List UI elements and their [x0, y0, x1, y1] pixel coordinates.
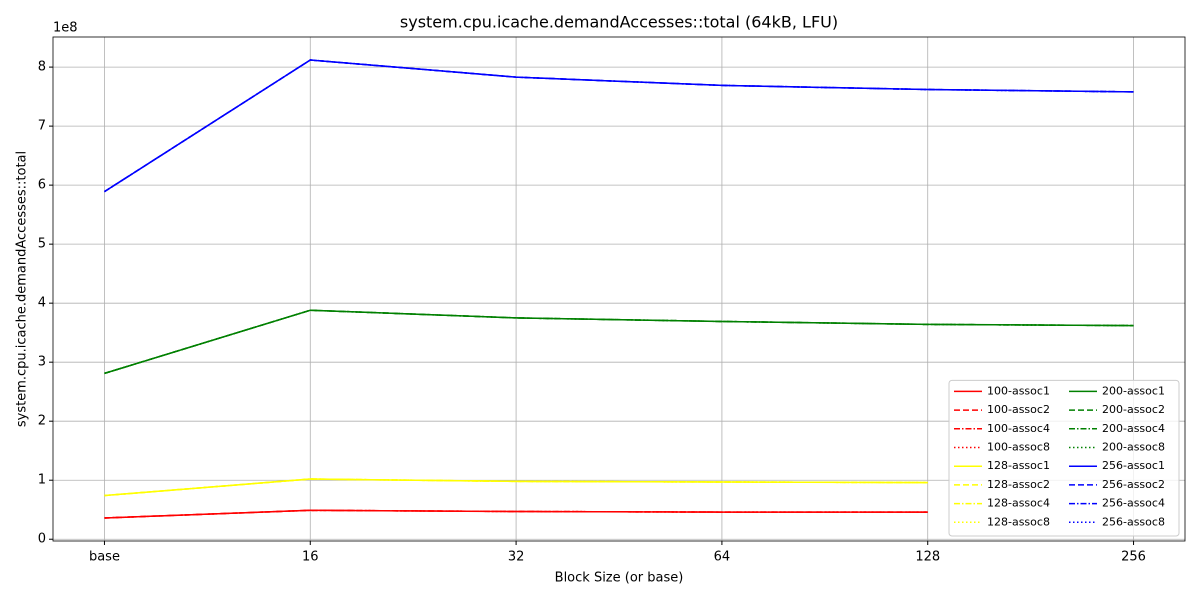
y-tick-label: 0	[38, 532, 46, 547]
legend-label: 100-assoc2	[987, 403, 1050, 416]
x-tick-label: 32	[508, 550, 525, 565]
legend-label: 100-assoc8	[987, 441, 1050, 454]
legend-label: 128-assoc1	[987, 459, 1050, 472]
y-axis-label: system.cpu.icache.demandAccesses::total	[15, 151, 30, 427]
y-tick-label: 5	[38, 237, 46, 252]
x-tick-label: 16	[302, 550, 319, 565]
legend-label: 200-assoc2	[1102, 403, 1165, 416]
series-line	[104, 59, 1134, 193]
x-tick-label: base	[89, 550, 120, 565]
y-tick-label: 6	[38, 178, 46, 193]
y-tick-label: 8	[38, 60, 46, 75]
series-line	[104, 478, 928, 497]
series-line	[104, 59, 1134, 193]
series-line	[104, 309, 1134, 375]
legend-label: 100-assoc4	[987, 422, 1050, 435]
y-tick-label: 7	[38, 119, 46, 134]
plot-frame	[52, 36, 1186, 542]
y-tick-label: 2	[38, 414, 46, 429]
legend-label: 256-assoc8	[1102, 515, 1165, 528]
legend-label: 200-assoc8	[1102, 441, 1165, 454]
legend-label: 128-assoc4	[987, 497, 1050, 510]
y-tick-label: 1	[38, 473, 46, 488]
x-tick-label: 128	[915, 550, 940, 565]
legend-label: 256-assoc4	[1102, 497, 1165, 510]
chart-title: system.cpu.icache.demandAccesses::total …	[400, 13, 838, 32]
y-tick-label: 4	[38, 296, 46, 311]
legend-box	[948, 379, 1180, 537]
series-line	[104, 509, 928, 519]
series-line	[104, 309, 1134, 375]
y-tick-label: 3	[38, 355, 46, 370]
series-line	[104, 478, 928, 497]
y-multiplier: 1e8	[53, 21, 78, 36]
legend-label: 200-assoc4	[1102, 422, 1165, 435]
legend-label: 256-assoc2	[1102, 478, 1165, 491]
legend-label: 256-assoc1	[1102, 459, 1165, 472]
legend-label: 128-assoc8	[987, 515, 1050, 528]
legend-label: 128-assoc2	[987, 478, 1050, 491]
legend-label: 200-assoc1	[1102, 384, 1165, 397]
x-tick-label: 256	[1121, 550, 1146, 565]
legend-label: 100-assoc1	[987, 384, 1050, 397]
x-tick-label: 64	[714, 550, 731, 565]
series-line	[104, 509, 928, 519]
x-axis-label: Block Size (or base)	[555, 571, 684, 586]
